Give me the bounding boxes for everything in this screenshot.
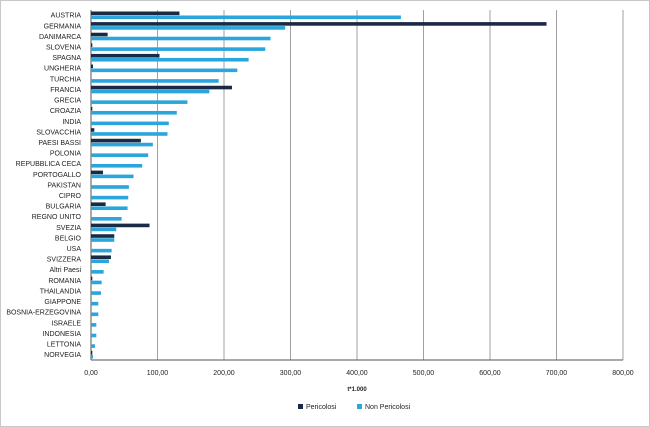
category-label: SVEZIA [56,225,81,232]
category-label: REGNO UNITO [32,214,82,221]
bar-pericolosi [91,11,180,16]
bar-non-pericolosi [91,110,177,115]
category-label: AUSTRIA [51,13,82,20]
bar-non-pericolosi [91,259,109,264]
bar-non-pericolosi [91,217,122,221]
category-label: REPUBBLICA CECA [16,161,82,168]
x-axis-title: t*1.000 [347,387,367,393]
bar-non-pericolosi [91,132,168,136]
bar-non-pericolosi [91,100,188,104]
bar-non-pericolosi [91,301,99,306]
category-label: PORTOGALLO [33,172,82,179]
bar-non-pericolosi [91,227,117,232]
category-label: SLOVENIA [46,45,81,52]
bar-pericolosi [91,350,93,355]
category-label: PAKISTAN [47,182,81,189]
x-tick-label: 700,00 [546,370,568,377]
bar-non-pericolosi [91,89,210,94]
bar-non-pericolosi [91,121,169,126]
bar-pericolosi [91,106,93,111]
category-label: LETTONIA [47,341,81,348]
bar-non-pericolosi [91,333,97,338]
category-label: BELGIO [55,235,82,242]
bar-pericolosi [91,234,115,238]
bar-non-pericolosi [91,291,101,295]
bar-non-pericolosi [91,206,128,211]
legend-label: Pericolosi [306,404,337,411]
bar-non-pericolosi [91,57,249,62]
bar-pericolosi [91,85,232,90]
category-label: PAESI BASSI [38,140,81,147]
category-label: SLOVACCHIA [36,129,81,136]
bar-pericolosi [91,128,95,132]
x-tick-label: 200,00 [213,370,235,377]
category-label: BULGARIA [46,204,82,211]
category-label: INDONESIA [42,331,81,338]
category-label: INDIA [62,119,81,126]
category-label: FRANCIA [50,87,81,94]
bar-non-pericolosi [91,36,271,41]
bar-non-pericolosi [91,312,99,317]
x-tick-label: 100,00 [147,370,169,377]
bar-non-pericolosi [91,142,153,147]
x-tick-label: 400,00 [346,370,368,377]
x-tick-label: 600,00 [479,370,501,377]
bar-non-pericolosi [91,195,129,200]
bar-pericolosi [91,22,547,26]
category-label: Altri Paesi [49,267,81,274]
bar-non-pericolosi [91,270,104,274]
category-label: POLONIA [50,151,81,158]
x-tick-label: 500,00 [413,370,435,377]
bar-pericolosi [91,53,160,58]
category-label: DANIMARCA [39,34,81,41]
bar-non-pericolosi [91,248,112,253]
bar-non-pericolosi [91,344,95,348]
category-label: NORVEGIA [44,352,81,359]
bar-pericolosi [91,138,141,143]
category-label: TURCHIA [50,76,81,83]
legend-swatch [357,404,362,409]
legend-swatch [298,404,303,409]
bar-pericolosi [91,43,93,47]
category-label: CROAZIA [50,108,81,115]
category-label: GIAPPONE [44,299,81,306]
x-tick-label: 0,00 [84,370,98,377]
bar-pericolosi [91,170,103,175]
legend-label: Non Pericolosi [365,404,411,411]
category-label: CIPRO [59,193,82,200]
category-label: USA [67,246,82,253]
category-label: ROMANIA [48,278,81,285]
bar-non-pericolosi [91,323,97,327]
bar-non-pericolosi [91,280,102,285]
category-label: BOSNIA-ERZEGOVINA [6,310,81,317]
category-label: GRECIA [54,98,81,105]
x-tick-label: 800,00 [612,370,634,377]
bar-non-pericolosi [91,354,93,359]
bar-pericolosi [91,223,150,228]
bar-non-pericolosi [91,68,238,73]
bar-non-pericolosi [91,153,149,157]
category-label: ISRAELE [51,320,81,327]
bar-pericolosi [91,32,108,37]
category-label: SPAGNA [52,55,81,62]
bar-pericolosi [91,276,93,281]
bar-non-pericolosi [91,79,219,83]
x-tick-label: 300,00 [280,370,302,377]
bar-non-pericolosi [91,185,129,189]
bar-non-pericolosi [91,26,286,30]
category-label: UNGHERIA [44,66,81,73]
bar-non-pericolosi [91,238,115,242]
bar-pericolosi [91,64,93,69]
bar-pericolosi [91,255,111,260]
bar-non-pericolosi [91,47,266,51]
bar-non-pericolosi [91,15,401,20]
bar-pericolosi [91,202,106,207]
category-label: GERMANIA [44,23,82,30]
bar-non-pericolosi [91,163,143,168]
category-label: SVIZZERA [47,257,82,264]
category-label: THAILANDIA [40,288,82,295]
bar-non-pericolosi [91,174,134,179]
